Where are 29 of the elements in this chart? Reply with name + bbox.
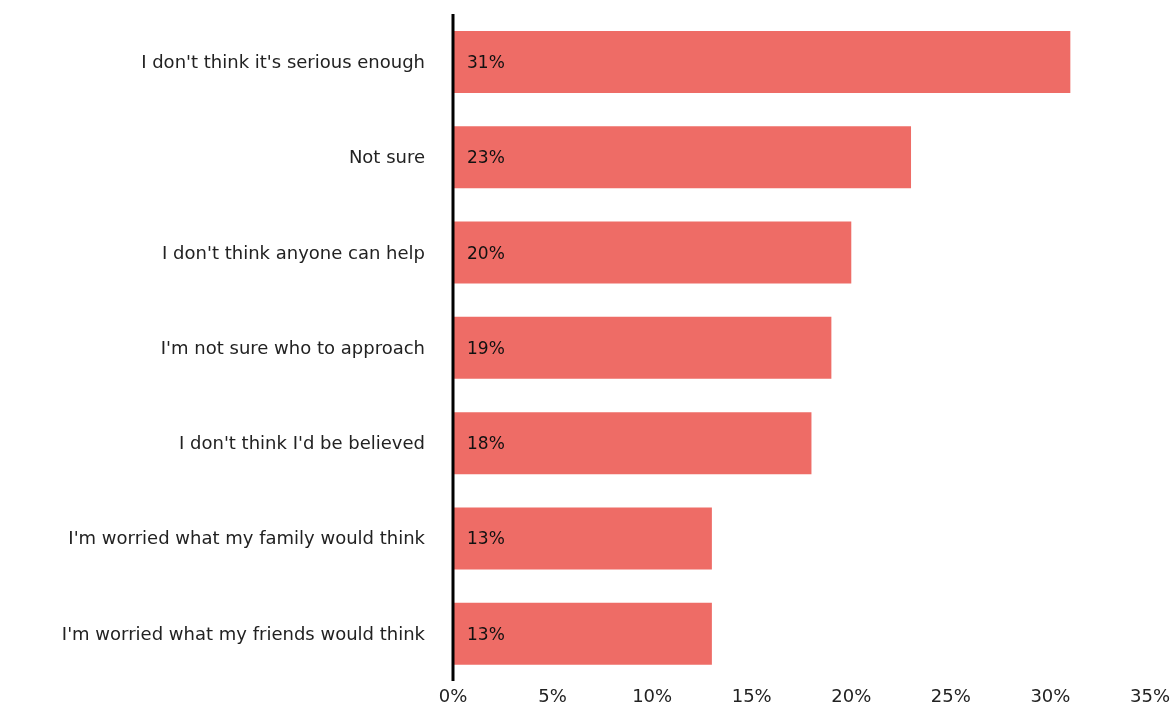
x-tick-label: 20% bbox=[831, 684, 872, 706]
x-tick-label: 35% bbox=[1129, 684, 1171, 706]
data-label: 23% bbox=[467, 147, 505, 168]
data-label: 20% bbox=[467, 242, 505, 263]
y-tick-label: I'm not sure who to approach bbox=[160, 336, 425, 358]
bar bbox=[453, 316, 832, 379]
y-tick-label: I don't think I'd be believed bbox=[179, 432, 425, 454]
y-tick-label: I'm worried what my family would think bbox=[68, 527, 426, 549]
x-tick-label: 5% bbox=[538, 684, 567, 706]
bar bbox=[453, 412, 812, 475]
x-tick-label: 0% bbox=[438, 684, 468, 706]
bar bbox=[453, 602, 712, 665]
data-label: 31% bbox=[467, 52, 505, 73]
x-tick-label: 30% bbox=[1030, 684, 1071, 706]
y-tick-label: I don't think it's serious enough bbox=[141, 51, 425, 73]
x-tick-label: 15% bbox=[731, 684, 772, 706]
y-tick-label: Not sure bbox=[348, 146, 425, 168]
data-label: 19% bbox=[467, 337, 505, 358]
bar bbox=[453, 507, 712, 570]
data-label: 13% bbox=[467, 623, 505, 644]
bar bbox=[453, 31, 1071, 93]
x-tick-label: 10% bbox=[632, 684, 673, 706]
data-label: 18% bbox=[467, 433, 505, 454]
bar bbox=[453, 126, 912, 189]
bar bbox=[453, 221, 852, 284]
data-label: 13% bbox=[467, 528, 505, 549]
y-tick-label: I don't think anyone can help bbox=[162, 241, 425, 263]
y-tick-label: I'm worried what my friends would think bbox=[61, 622, 426, 644]
x-tick-label: 25% bbox=[930, 684, 971, 706]
